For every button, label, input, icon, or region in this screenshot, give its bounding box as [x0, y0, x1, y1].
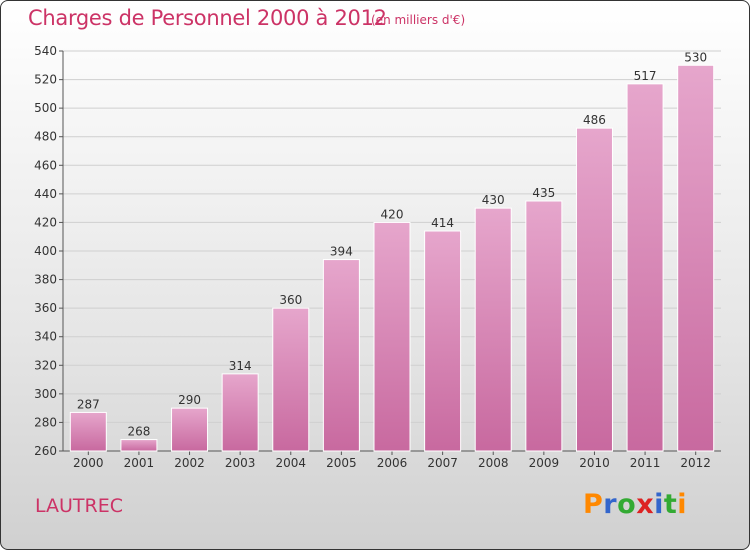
bars — [69, 64, 715, 452]
y-tick-label: 540 — [34, 44, 57, 58]
x-tick-label-2003: 2003 — [225, 456, 256, 470]
logo-letter: x — [636, 489, 655, 520]
data-label-2008: 430 — [482, 193, 505, 207]
y-tick-label: 420 — [34, 215, 57, 229]
y-tick-label: 320 — [34, 358, 57, 372]
y-tick-label: 460 — [34, 158, 57, 172]
logo-letter: t — [663, 489, 678, 520]
data-label-2005: 394 — [330, 245, 353, 259]
data-labels: 287 268 290 314 360 394 420 414 430 435 486 517 530 — [77, 50, 707, 438]
y-tick-label: 520 — [34, 73, 57, 87]
x-tick-label-2004: 2004 — [275, 456, 306, 470]
x-tick-label-2000: 2000 — [73, 456, 104, 470]
axes: 260 280 300 320 340 360 380 400 420 440 460 480 500 5… — [34, 44, 721, 470]
proxiti-logo: Proxiti — [583, 489, 687, 520]
data-label-2007: 414 — [431, 216, 454, 230]
bar-2000 — [69, 411, 107, 452]
logo-letter: i — [677, 489, 688, 520]
y-tick-label: 260 — [34, 444, 57, 458]
bar-2001 — [120, 439, 158, 452]
y-tick-label: 360 — [34, 301, 57, 315]
x-tick-label-2005: 2005 — [326, 456, 357, 470]
bar-2004 — [272, 307, 310, 452]
unit-label: (en milliers d'€) — [371, 13, 466, 27]
y-tick-label: 440 — [34, 187, 57, 201]
data-label-2006: 420 — [381, 207, 404, 221]
x-tick-label-2007: 2007 — [427, 456, 458, 470]
y-tick-label: 400 — [34, 244, 57, 258]
x-tick-label-2008: 2008 — [478, 456, 509, 470]
bar-2006 — [373, 221, 411, 452]
data-label-2002: 290 — [178, 393, 201, 407]
bar-2002 — [171, 407, 209, 452]
x-tick-label-2009: 2009 — [529, 456, 560, 470]
data-label-2000: 287 — [77, 397, 100, 411]
data-label-2012: 530 — [684, 50, 707, 64]
town-name: LAUTREC — [35, 495, 124, 517]
data-label-2009: 435 — [532, 186, 555, 200]
logo-letter: i — [654, 489, 664, 520]
y-tick-label: 300 — [34, 387, 57, 401]
x-tick-label-2011: 2011 — [630, 456, 661, 470]
x-tick-label-2006: 2006 — [377, 456, 408, 470]
logo-letter: o — [617, 489, 637, 520]
data-label-2004: 360 — [279, 293, 302, 307]
bar-2007 — [424, 230, 462, 452]
bar-2012 — [677, 64, 715, 452]
logo-letter: P — [583, 489, 604, 520]
chart-title: Charges de Personnel 2000 à 2012 — [28, 6, 387, 30]
bar-2011 — [626, 83, 664, 452]
data-label-2003: 314 — [229, 359, 252, 373]
y-tick-label: 380 — [34, 273, 57, 287]
y-tick-label: 480 — [34, 130, 57, 144]
bar-2009 — [525, 200, 563, 452]
x-tick-label-2010: 2010 — [579, 456, 610, 470]
bar-2005 — [322, 259, 360, 452]
bar-2010 — [575, 127, 613, 452]
data-label-2010: 486 — [583, 113, 606, 127]
x-tick-label-2002: 2002 — [174, 456, 205, 470]
y-tick-label: 500 — [34, 101, 57, 115]
logo-letter: r — [603, 489, 618, 520]
x-tick-label-2012: 2012 — [680, 456, 711, 470]
bar-2008 — [474, 207, 512, 452]
data-label-2001: 268 — [127, 425, 150, 439]
y-tick-label: 340 — [34, 330, 57, 344]
y-tick-label: 280 — [34, 415, 57, 429]
x-tick-label-2001: 2001 — [124, 456, 155, 470]
bar-2003 — [221, 373, 259, 452]
data-label-2011: 517 — [634, 69, 657, 83]
